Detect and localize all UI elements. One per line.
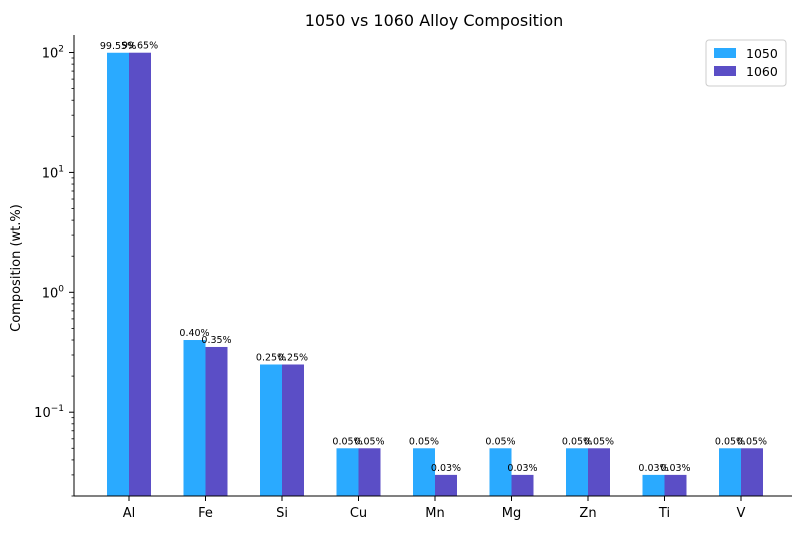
x-tick-label-cu: Cu [350,506,367,521]
bar-1060-cu [358,448,381,496]
x-tick-label-v: V [737,506,746,521]
bar-1060-al [129,52,151,497]
legend-swatch-1050 [714,48,736,58]
bar-1060-zn [588,448,610,496]
legend: 1050 1060 [705,39,787,87]
bar-1060-si [282,364,304,496]
bar-1060-ti [664,474,687,496]
x-tick-label-mn: Mn [425,506,444,521]
x-tick-label-al: Al [123,506,136,521]
data-label-1050-cu: 0.05% [332,436,362,447]
x-tick-label-zn: Zn [579,506,596,521]
data-label-1050-si: 0.25% [256,352,286,363]
y-tick-label: 10−1 [34,404,64,421]
chart-title: 1050 vs 1060 Alloy Composition [305,11,564,30]
y-tick-label-base: 10 [42,166,59,181]
data-label-1050-fe: 0.40% [179,328,209,339]
data-label-1050-mn: 0.05% [409,436,439,447]
bar-1050-cu [336,448,359,496]
bar-1060-mg [511,474,534,496]
legend-label-1050: 1050 [746,46,778,61]
bar-1050-mg [489,448,512,496]
y-tick-label-base: 10 [34,406,51,421]
data-label-1060-si: 0.25% [278,352,308,363]
bar-1050-v [719,448,741,496]
x-tick-label-fe: Fe [198,506,213,521]
legend-label-1060: 1060 [746,64,778,79]
x-tick-label-mg: Mg [502,506,521,521]
data-label-1050-v: 0.05% [715,436,745,447]
data-label-1050-al: 99.55% [100,41,136,52]
data-label-1060-zn: 0.05% [584,436,614,447]
data-label-1050-zn: 0.05% [562,436,592,447]
data-label-1060-v: 0.05% [737,436,767,447]
y-tick-label-exponent: 0 [58,284,64,294]
x-tick-label-ti: Ti [658,506,670,521]
bar-1050-fe [183,340,206,496]
data-label-1050-mg: 0.05% [485,436,515,447]
y-tick-label-base: 10 [42,286,59,301]
bar-1050-zn [566,448,588,496]
y-tick-label: 102 [42,45,64,62]
data-label-1060-mg: 0.03% [507,463,537,474]
y-tick-label-exponent: −1 [51,404,64,414]
bar-1060-mn [435,474,457,496]
data-label-1060-ti: 0.03% [660,463,690,474]
y-tick-label-base: 10 [42,47,59,62]
bar-1060-fe [205,346,228,496]
data-labels-layer: 99.55%99.65%0.40%0.35%0.25%0.25%0.05%0.0… [100,41,767,474]
legend-swatch-1060 [714,66,736,76]
y-tick-label-exponent: 2 [58,45,64,55]
data-label-1060-cu: 0.05% [354,436,384,447]
data-label-1060-fe: 0.35% [201,335,231,346]
bar-1050-mn [413,448,435,496]
bars-layer [107,52,763,497]
data-label-1060-al: 99.65% [122,41,158,52]
y-axis-label: Composition (wt.%) [9,204,24,332]
bar-1050-al [107,52,129,497]
data-label-1050-ti: 0.03% [638,463,668,474]
y-tick-label: 100 [42,284,65,301]
y-tick-label-exponent: 1 [58,164,64,174]
bar-1050-si [260,364,282,496]
bar-1060-v [741,448,763,496]
bar-1050-ti [642,474,665,496]
data-label-1060-mn: 0.03% [431,463,461,474]
y-tick-label: 101 [42,164,64,181]
x-tick-label-si: Si [276,506,288,521]
